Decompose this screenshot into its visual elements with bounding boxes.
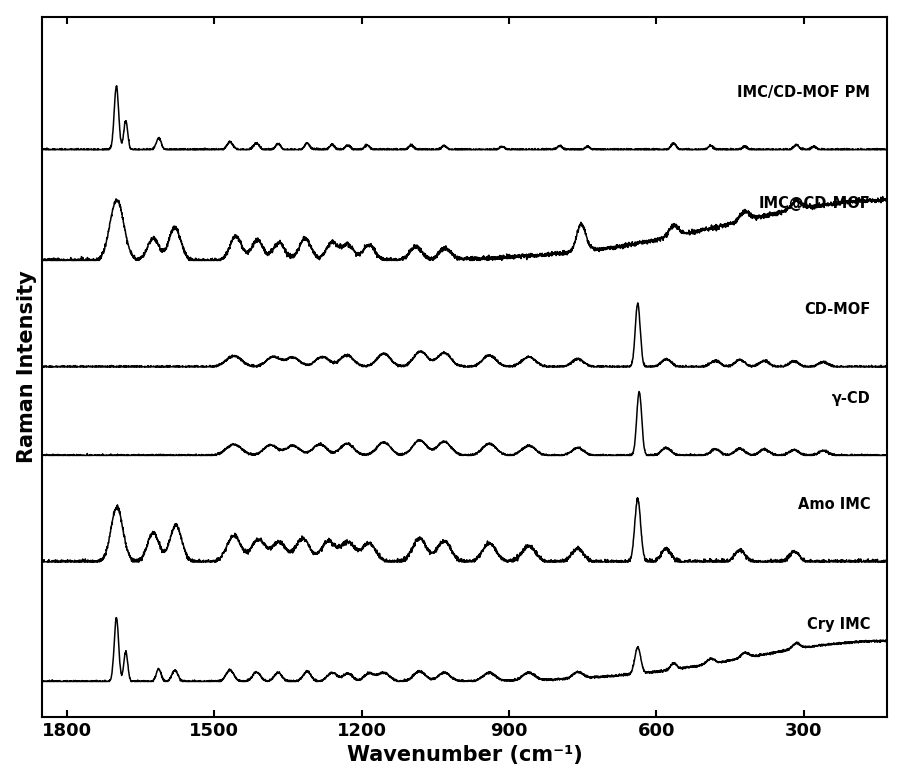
X-axis label: Wavenumber (cm⁻¹): Wavenumber (cm⁻¹): [347, 745, 582, 766]
Text: IMC/CD-MOF PM: IMC/CD-MOF PM: [736, 85, 870, 100]
Text: Cry IMC: Cry IMC: [805, 617, 870, 632]
Text: IMC@CD-MOF: IMC@CD-MOF: [758, 196, 870, 211]
Text: γ-CD: γ-CD: [831, 391, 870, 406]
Y-axis label: Raman Intensity: Raman Intensity: [16, 271, 37, 463]
Text: CD-MOF: CD-MOF: [803, 302, 870, 317]
Text: Amo IMC: Amo IMC: [796, 497, 870, 512]
